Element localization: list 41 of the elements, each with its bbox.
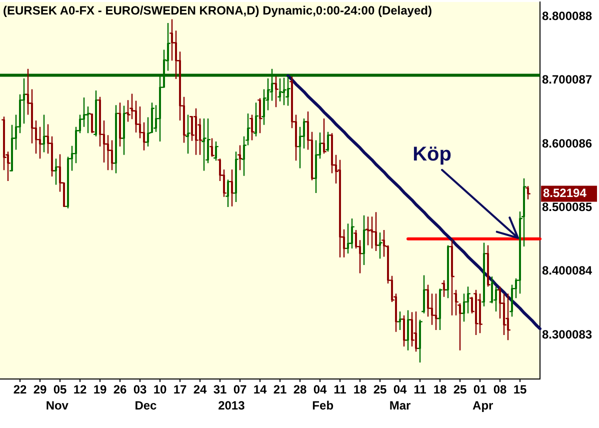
x2-tick-label: 2013 — [218, 398, 246, 413]
x2-tick-label: Feb — [312, 398, 334, 413]
x-tick-label: 14 — [253, 382, 267, 397]
x-tick-label: 07 — [233, 382, 247, 397]
x-tick-label: 05 — [53, 382, 67, 397]
text: 8.52194 — [543, 186, 587, 200]
x-tick-label: 28 — [293, 382, 307, 397]
x-tick-label: 01 — [473, 382, 487, 397]
x2-tick-label: Dec — [134, 398, 158, 413]
x-tick-label: 03 — [133, 382, 147, 397]
x2-tick-label: Apr — [472, 398, 494, 413]
y-tick-label: 8.700087 — [542, 72, 592, 87]
x-tick-label: 04 — [393, 382, 407, 397]
x-tick-label: 19 — [93, 382, 107, 397]
x-tick-label: 15 — [513, 382, 527, 397]
y-tick-label: 8.600086 — [542, 136, 592, 150]
x2-tick-label: Nov — [46, 398, 69, 413]
x-tick-label: 04 — [313, 382, 327, 397]
x-tick-label: 25 — [453, 382, 467, 397]
x-tick-label: 17 — [173, 382, 187, 397]
x-tick-label: 12 — [73, 382, 87, 397]
y-tick-label: 8.800088 — [542, 8, 592, 23]
x-tick-label: 18 — [433, 382, 447, 397]
x-tick-label: 11 — [414, 382, 427, 397]
x-tick-label: 26 — [113, 382, 127, 397]
x-tick-label: 25 — [373, 382, 387, 397]
y-tick-label: 8.500085 — [542, 200, 592, 214]
x-tick-label: 08 — [493, 382, 507, 397]
annotation: Köp — [412, 143, 452, 166]
x-tick-label: 31 — [213, 382, 227, 397]
x-tick-label: 29 — [33, 382, 47, 397]
x-tick-label: 11 — [334, 382, 347, 397]
x-tick-label: 22 — [13, 382, 27, 397]
x-tick-label: 10 — [153, 382, 167, 397]
x-tick-label: 18 — [353, 382, 367, 397]
y-tick-label: 8.400084 — [542, 264, 592, 278]
x-tick-label: 24 — [193, 382, 207, 397]
x2-tick-label: Mar — [389, 398, 411, 413]
x-tick-label: 21 — [273, 382, 287, 397]
chart-title: (EURSEK A0-FX - EURO/SWEDEN KRONA,D) Dynamic,0:00-24:00 (Delayed) — [3, 3, 432, 18]
y-tick-label: 8.300083 — [542, 327, 592, 342]
